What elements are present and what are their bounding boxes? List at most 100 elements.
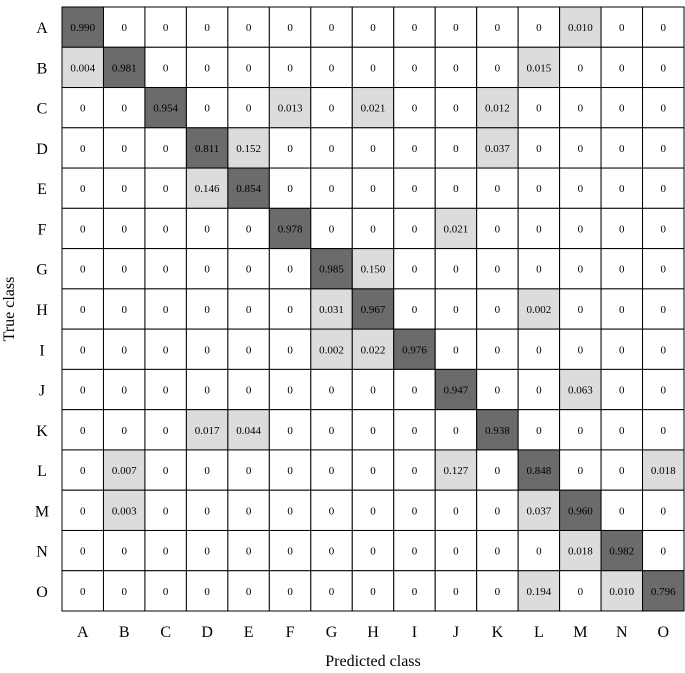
cell-value-label: 0 bbox=[163, 183, 169, 195]
cell-value-label: 0 bbox=[287, 385, 293, 397]
heatmap-cell-F-H bbox=[351, 207, 395, 250]
cell-value-label: 0 bbox=[204, 344, 210, 356]
cell-value-label: 0 bbox=[412, 103, 418, 115]
cell-value-label: 0 bbox=[329, 22, 335, 34]
y-tick-label: J bbox=[39, 383, 45, 400]
cell-value-label: 0 bbox=[287, 465, 293, 477]
heatmap-cell-A-F bbox=[268, 6, 312, 48]
cell-value-label: 0 bbox=[80, 143, 86, 155]
heatmap-cell-A-L bbox=[517, 6, 561, 48]
cell-value-label: 0 bbox=[412, 22, 418, 34]
cell-value-label: 0 bbox=[80, 546, 86, 558]
cell-value-label: 0 bbox=[495, 546, 501, 558]
cell-value-label: 0 bbox=[287, 304, 293, 316]
cell-value-label: 0.978 bbox=[278, 223, 303, 235]
cell-value-label: 0 bbox=[121, 264, 127, 276]
heatmap-cell-N-D bbox=[185, 529, 229, 572]
cell-value-label: 0 bbox=[80, 183, 86, 195]
heatmap-cell-H-N bbox=[600, 288, 644, 330]
cell-value-label: 0 bbox=[329, 425, 335, 437]
heatmap-cell-E-D bbox=[185, 167, 229, 209]
heatmap-cell-B-O bbox=[642, 46, 685, 89]
heatmap-cell-F-G bbox=[310, 207, 353, 250]
cell-value-label: 0 bbox=[661, 143, 667, 155]
y-tick-label: N bbox=[36, 544, 48, 561]
cell-value-label: 0 bbox=[661, 385, 667, 397]
cell-value-label: 0 bbox=[578, 344, 584, 356]
cell-value-label: 0 bbox=[536, 546, 542, 558]
cell-value-label: 0 bbox=[412, 223, 418, 235]
cell-value-label: 0.021 bbox=[444, 223, 469, 235]
cell-value-label: 0 bbox=[246, 344, 252, 356]
heatmap-cell-H-O bbox=[642, 288, 685, 330]
cell-value-label: 0 bbox=[287, 22, 293, 34]
heatmap-cell-D-B bbox=[102, 127, 146, 169]
cell-value-label: 0.002 bbox=[526, 304, 551, 316]
x-tick-label: D bbox=[201, 624, 213, 641]
cell-value-label: 0 bbox=[204, 465, 210, 477]
heatmap-cell-J-G bbox=[310, 368, 353, 411]
cell-value-label: 0 bbox=[495, 505, 501, 517]
heatmap-cell-H-B bbox=[102, 288, 146, 330]
cell-value-label: 0 bbox=[204, 22, 210, 34]
y-tick-label: H bbox=[36, 302, 48, 319]
y-tick-label: M bbox=[35, 503, 49, 520]
heatmap-cell-D-C bbox=[144, 127, 187, 169]
cell-value-label: 0 bbox=[163, 62, 169, 74]
cell-value-label: 0 bbox=[412, 264, 418, 276]
cell-value-label: 0 bbox=[370, 143, 376, 155]
cell-value-label: 0 bbox=[246, 586, 252, 598]
heatmap-cell-M-B bbox=[102, 489, 146, 531]
cell-value-label: 0 bbox=[204, 103, 210, 115]
heatmap-cell-G-L bbox=[517, 248, 561, 290]
heatmap-cell-O-G bbox=[310, 570, 353, 612]
heatmap-cell-L-O bbox=[642, 449, 685, 491]
x-tick-label: L bbox=[534, 624, 544, 641]
heatmap-cell-I-K bbox=[476, 328, 519, 370]
cell-value-label: 0.010 bbox=[609, 586, 634, 598]
cell-value-label: 0 bbox=[370, 586, 376, 598]
cell-value-label: 0 bbox=[453, 103, 459, 115]
cell-value-label: 0 bbox=[578, 304, 584, 316]
cell-value-label: 0 bbox=[370, 465, 376, 477]
cell-value-label: 0.003 bbox=[112, 505, 137, 517]
cell-value-label: 0 bbox=[661, 304, 667, 316]
y-tick-label: E bbox=[37, 181, 47, 198]
cell-value-label: 0 bbox=[163, 143, 169, 155]
heatmap-cell-J-C bbox=[144, 368, 187, 411]
heatmap-cell-O-I bbox=[393, 570, 436, 612]
cell-value-label: 0 bbox=[80, 505, 86, 517]
cell-value-label: 0.022 bbox=[361, 344, 386, 356]
cell-value-label: 0 bbox=[412, 385, 418, 397]
cell-value-label: 0 bbox=[287, 425, 293, 437]
heatmap-cell-G-I bbox=[393, 248, 436, 290]
cell-value-label: 0 bbox=[329, 103, 335, 115]
cell-value-label: 0 bbox=[204, 586, 210, 598]
cell-value-label: 0 bbox=[163, 465, 169, 477]
cell-value-label: 0 bbox=[287, 344, 293, 356]
heatmap-cell-F-B bbox=[102, 207, 146, 250]
cell-value-label: 0 bbox=[204, 505, 210, 517]
cell-value-label: 0.002 bbox=[319, 344, 344, 356]
x-tick-label: G bbox=[326, 624, 338, 641]
heatmap-cell-H-J bbox=[434, 288, 478, 330]
cell-value-label: 0.018 bbox=[568, 546, 593, 558]
cell-value-label: 0.848 bbox=[526, 465, 551, 477]
heatmap-cell-K-O bbox=[642, 409, 685, 451]
cell-value-label: 0 bbox=[246, 223, 252, 235]
cell-value-label: 0 bbox=[495, 62, 501, 74]
heatmap-cell-H-G bbox=[310, 288, 353, 330]
heatmap-cell-E-I bbox=[393, 167, 436, 209]
cell-value-label: 0 bbox=[80, 425, 86, 437]
heatmap-cell-I-O bbox=[642, 328, 685, 370]
y-tick-label: F bbox=[38, 221, 47, 238]
cell-value-label: 0 bbox=[370, 62, 376, 74]
cell-value-label: 0.063 bbox=[568, 385, 593, 397]
x-tick-label: J bbox=[453, 624, 459, 641]
heatmap-cell-I-D bbox=[185, 328, 229, 370]
heatmap-cells: 0.990 0 0 0 0 0 0 0 0 0 0 0 0.010 0 0 0.004 0.981 0 0 0 0 0 0 0… bbox=[61, 6, 685, 612]
heatmap-cell-O-M bbox=[559, 570, 602, 612]
heatmap-cell-E-N bbox=[600, 167, 644, 209]
cell-value-label: 0 bbox=[619, 385, 625, 397]
heatmap-cell-C-A bbox=[61, 87, 104, 129]
